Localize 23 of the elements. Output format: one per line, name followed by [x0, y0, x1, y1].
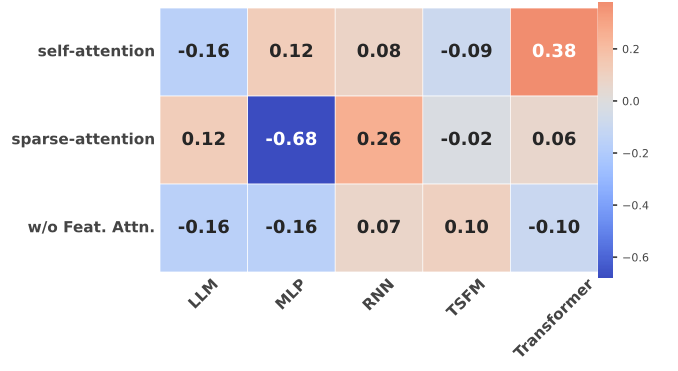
- data-label: 0.12: [182, 132, 225, 146]
- data-label: -0.09: [442, 44, 492, 58]
- color-bar-label: −0.4: [623, 201, 648, 210]
- color-bar-label: 0.0: [622, 96, 639, 106]
- data-label: 0.38: [532, 44, 576, 58]
- y-tick-label: sparse-attention: [12, 132, 154, 148]
- data-label: -0.68: [266, 132, 316, 146]
- data-label: 0.26: [358, 132, 400, 146]
- data-label: -0.16: [178, 220, 229, 234]
- color-bar-label: 0.2: [622, 44, 639, 54]
- data-label: -0.16: [178, 44, 229, 58]
- y-tick-label: w/o Feat. Attn.: [28, 221, 154, 234]
- data-label: 0.06: [532, 132, 576, 146]
- data-label: 0.07: [358, 220, 400, 234]
- data-label: -0.10: [529, 220, 580, 234]
- data-label: -0.16: [266, 220, 316, 234]
- data-label: -0.02: [442, 132, 492, 146]
- color-bar-label: −0.6: [623, 253, 648, 262]
- data-label: 0.12: [270, 44, 312, 58]
- data-label: 0.08: [358, 44, 400, 58]
- data-label: 0.10: [445, 220, 488, 234]
- color-bar-label: −0.2: [623, 148, 648, 158]
- y-tick-label: self-attention: [38, 44, 154, 56]
